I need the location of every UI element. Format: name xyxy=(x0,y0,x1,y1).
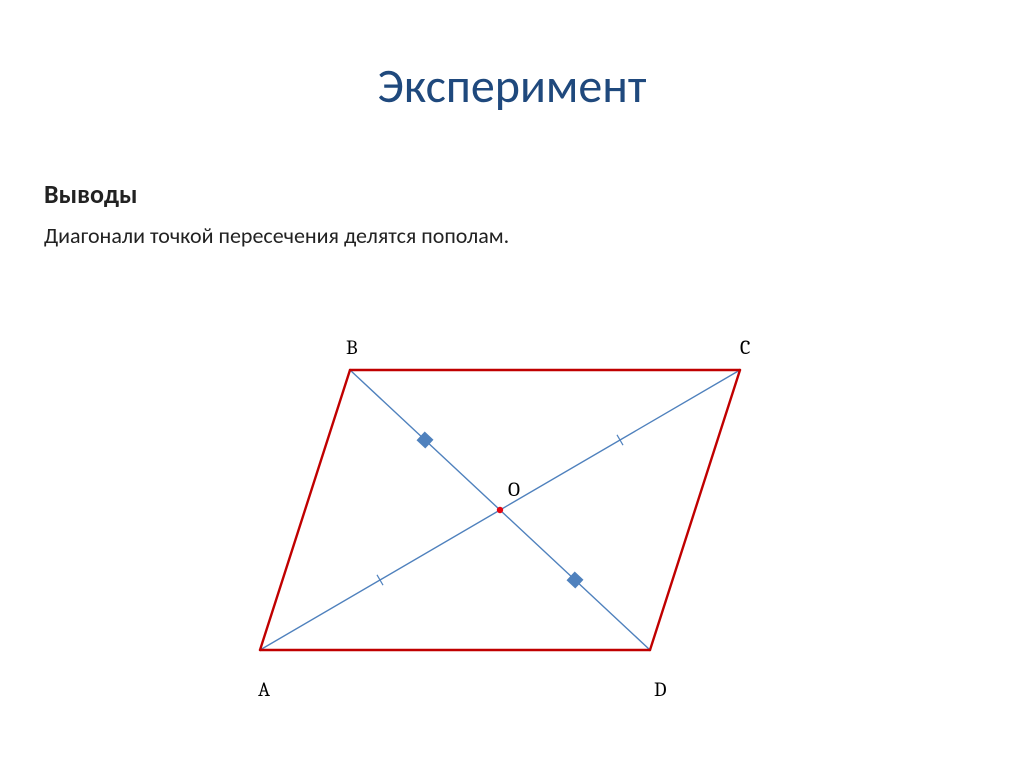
conclusions-heading: Выводы xyxy=(44,178,138,210)
slide: Эксперимент Выводы Диагонали точкой пере… xyxy=(0,0,1024,767)
intersection-point xyxy=(497,507,503,513)
conclusions-body: Диагонали точкой пересечения делятся поп… xyxy=(44,222,509,249)
vertex-label-A: A xyxy=(258,678,270,701)
vertex-label-O: O xyxy=(508,478,520,501)
diagram-svg xyxy=(200,330,840,730)
vertex-label-C: C xyxy=(740,336,750,359)
parallelogram-diagram: A B C D O xyxy=(200,330,840,730)
side-AB xyxy=(260,370,350,650)
vertex-label-D: D xyxy=(654,678,667,701)
vertex-label-B: B xyxy=(346,336,358,359)
slide-title: Эксперимент xyxy=(0,56,1024,115)
side-CD xyxy=(650,370,740,650)
